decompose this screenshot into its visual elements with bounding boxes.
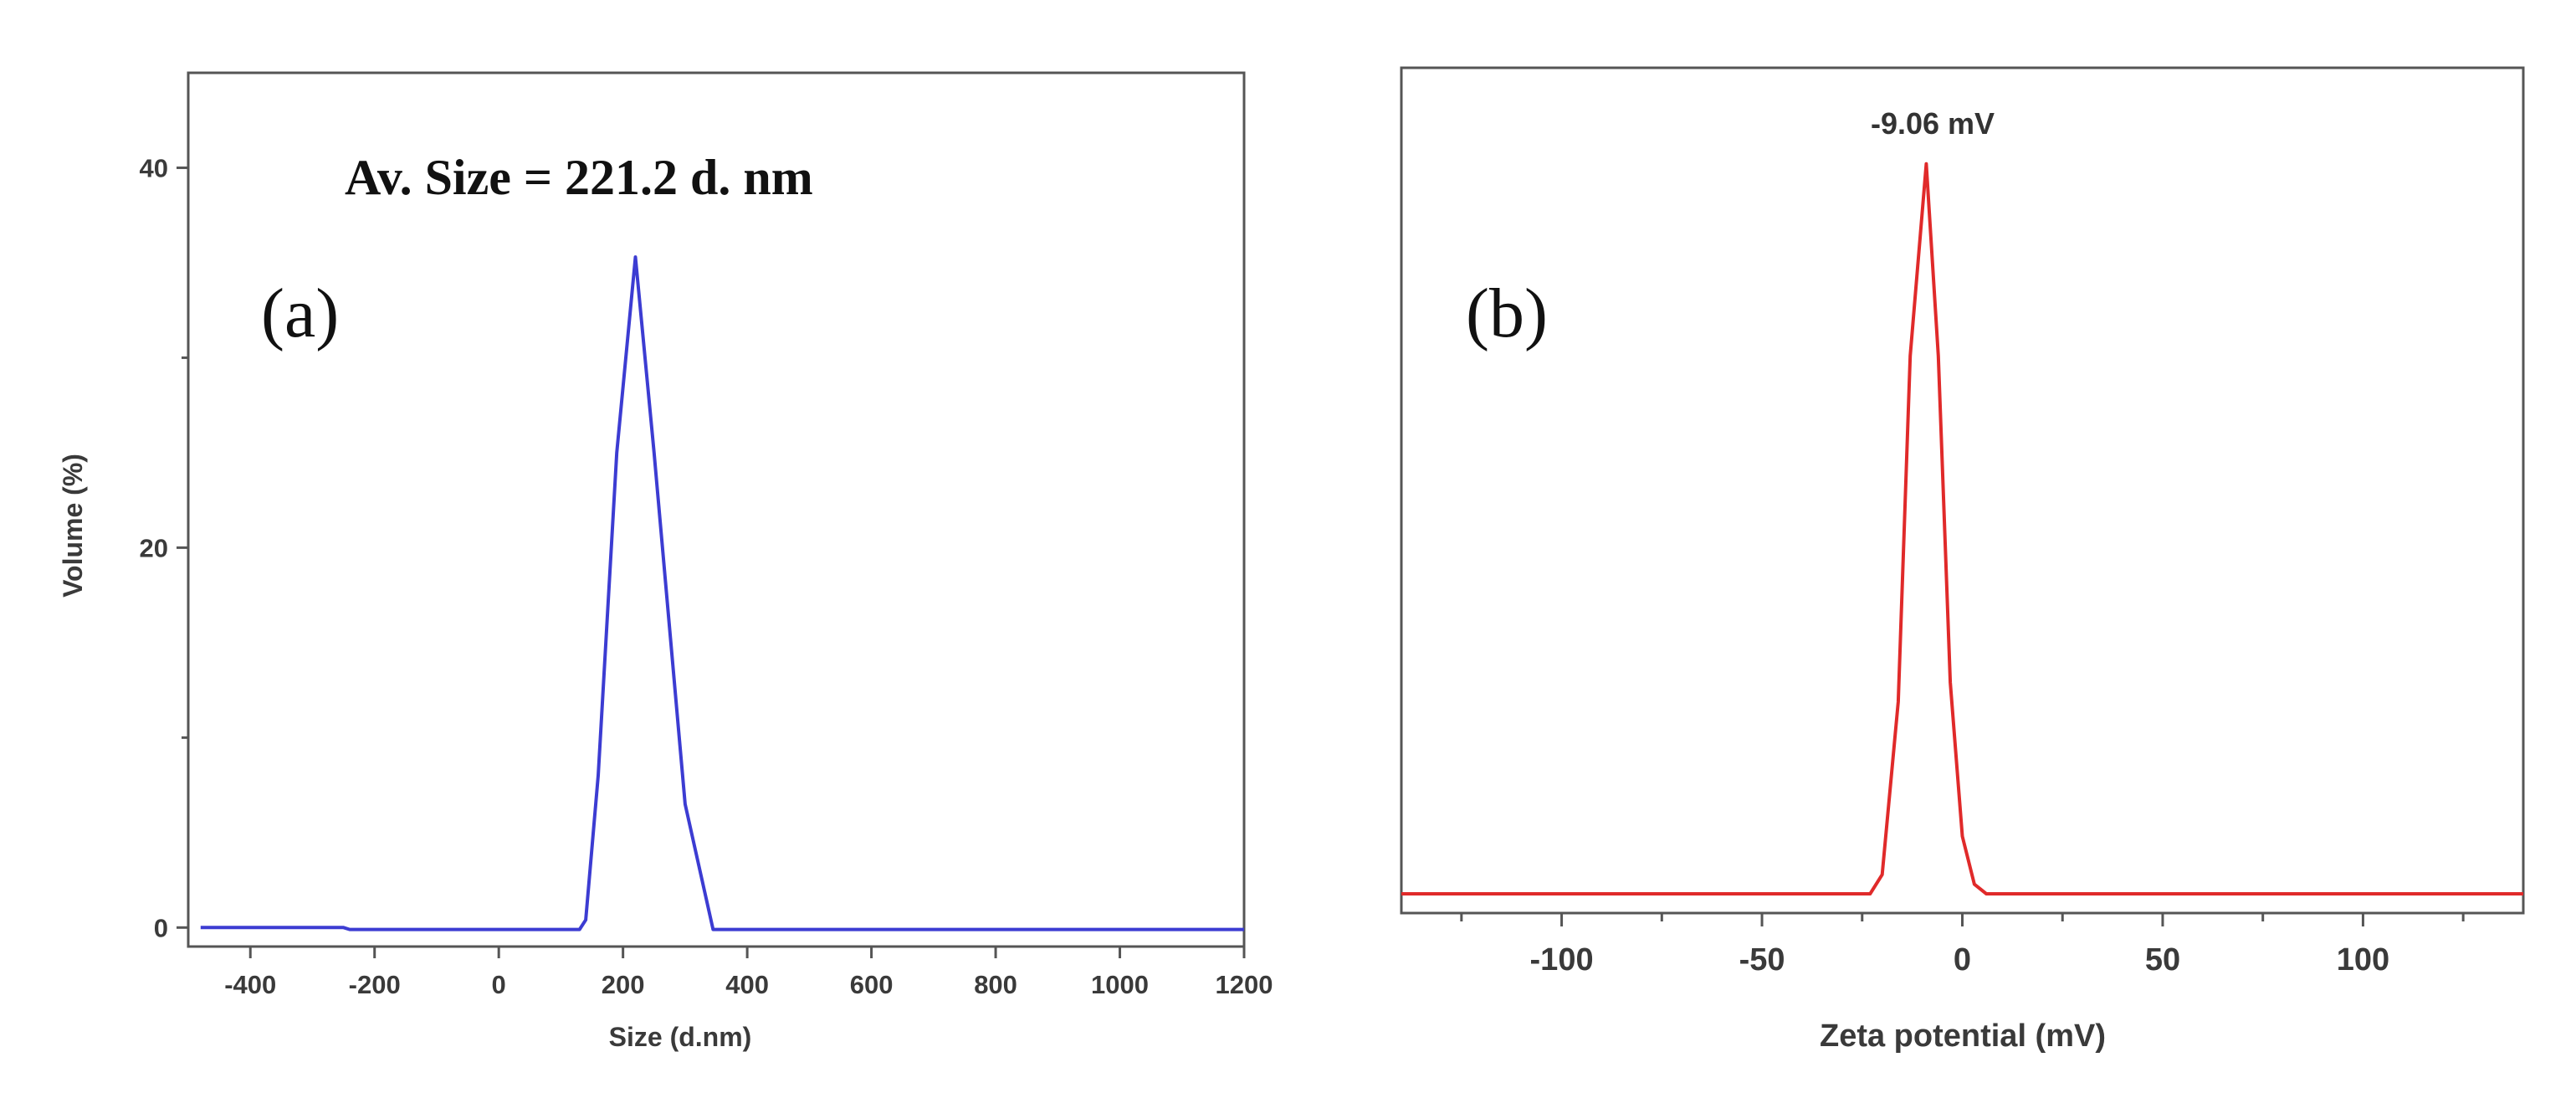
panel-a-x-axis-title: Size (d.nm): [609, 1022, 752, 1052]
panel-a-x-tick-label: -200: [349, 970, 401, 999]
panel-a-x-ticks: -400 -200 0 200 400 600 800 1000 1200: [224, 947, 1273, 999]
panel-b-x-tick-label: 50: [2145, 942, 2180, 978]
panel-a-y-axis-title: Volume (%): [58, 454, 88, 598]
panel-b-x-axis-title: Zeta potential (mV): [1820, 1019, 2106, 1054]
panel-a-label: (a): [261, 275, 339, 352]
panel-b-x-tick-label: -50: [1739, 942, 1785, 978]
panel-a-x-tick-label: 400: [725, 970, 769, 999]
panel-a-chart: 0 20 40 -400 -200 0 200 400 600 800 1000 1200 Av. …: [58, 71, 1273, 1052]
panel-a-x-tick-label: -400: [224, 970, 276, 999]
panel-b-zeta-value-annotation: -9.06 mV: [1871, 106, 1995, 141]
panel-a-y-tick-label: 20: [140, 533, 168, 562]
panel-a-x-tick-label: 1000: [1091, 970, 1149, 999]
panel-a-y-tick-label: 0: [154, 913, 168, 942]
panel-a-plot-frame: [187, 71, 1246, 948]
panel-b-x-tick-label: -100: [1530, 942, 1594, 978]
panel-a-y-ticks: 0 20 40: [140, 153, 188, 942]
panel-b-x-ticks: -100 -50 0 50 100: [1460, 913, 2465, 978]
panel-a-x-tick-label: 1200: [1216, 970, 1273, 999]
panel-a-average-size-annotation: Av. Size = 221.2 d. nm: [345, 150, 813, 205]
panel-a-x-tick-label: 200: [602, 970, 645, 999]
panel-b-label: (b): [1466, 275, 1548, 352]
panel-b-zeta-potential-line: [1401, 162, 2523, 895]
panel-a-y-tick-label: 40: [140, 153, 168, 182]
panel-a-size-distribution-line: [200, 255, 1244, 931]
panel-a-x-tick-label: 800: [974, 970, 1017, 999]
panel-b-x-tick-label: 0: [1954, 942, 1971, 978]
panel-b-chart: -100 -50 0 50 100 -9.06 mV (b) Zeta potentia…: [1400, 66, 2525, 1054]
panel-b-plot-frame: [1400, 66, 2525, 915]
panel-a-x-tick-label: 0: [492, 970, 506, 999]
panel-b-x-tick-label: 100: [2337, 942, 2389, 978]
panel-a-x-tick-label: 600: [850, 970, 894, 999]
